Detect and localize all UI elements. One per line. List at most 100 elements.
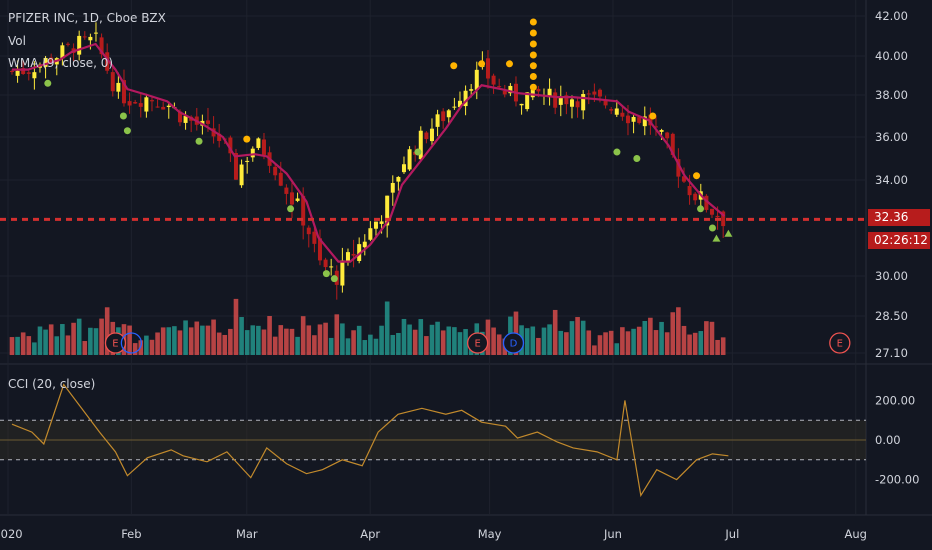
volume-bar [20, 332, 26, 355]
volume-bar [620, 327, 625, 355]
candle-body [721, 211, 726, 227]
cci-tick-label: 200.00 [875, 393, 915, 407]
candle-body [536, 88, 541, 92]
candle-body [681, 176, 686, 182]
volume-bar [530, 326, 536, 355]
wma-legend[interactable]: WMA (9, close, 0) [8, 56, 114, 70]
volume-bar [653, 330, 659, 355]
volume-bar [631, 328, 636, 355]
candle-body [575, 101, 580, 108]
volume-bar [328, 337, 334, 355]
cci-legend[interactable]: CCI (20, close) [8, 377, 96, 391]
volume-bar [491, 327, 496, 355]
countdown-badge: 02:26:12 [868, 232, 930, 249]
grid [0, 0, 866, 515]
volume-bar [412, 329, 418, 355]
candle-body [345, 252, 350, 263]
volume-bar [575, 317, 580, 355]
volume-bar [289, 328, 295, 355]
candle-body [317, 238, 322, 261]
volume-bar [211, 319, 216, 355]
volume-bar [401, 318, 407, 355]
volume-bar [558, 330, 564, 355]
candle-body [149, 100, 154, 102]
candle-body [233, 153, 238, 180]
candle-body [709, 208, 714, 215]
cci-tick-label: 0.00 [875, 433, 901, 447]
dividend-ring [120, 332, 143, 354]
candle-body [693, 193, 698, 201]
volume-bar [418, 319, 424, 355]
volume-bar [659, 321, 664, 355]
candle-body [340, 260, 345, 286]
buy-signal-dot [119, 112, 127, 120]
volume-bar [306, 325, 312, 355]
volume-bar [384, 301, 390, 355]
candle-body [105, 52, 110, 71]
candle-body [21, 68, 26, 75]
candle-body [250, 148, 255, 158]
cci-axis[interactable]: 200.00 0.00 -200.00 [875, 393, 919, 486]
symbol-legend[interactable]: PFIZER INC, 1D, Cboe BZX [8, 11, 166, 25]
candle-body [390, 182, 395, 193]
candle-body [665, 132, 670, 139]
candle-body [144, 97, 149, 112]
volume-bar [709, 321, 715, 355]
volume-bar [424, 336, 429, 355]
volume-bar [323, 322, 328, 355]
candle-body [508, 85, 513, 94]
candle-body [597, 89, 602, 97]
volume-bar [356, 325, 362, 355]
candle-body [205, 120, 210, 124]
cci-pane [0, 383, 866, 498]
volume-bar [340, 323, 345, 355]
sell-signal-dot [649, 112, 657, 120]
volume-bar [485, 319, 491, 355]
time-axis[interactable]: 2020 Feb Mar Apr May Jun Jul Aug [0, 527, 867, 541]
candle-body [642, 116, 647, 127]
candle-body [161, 106, 166, 110]
volume-bar [15, 336, 20, 355]
candle-body [239, 164, 244, 186]
candle-body [676, 159, 681, 177]
volume-bar [60, 324, 65, 355]
sell-signal-dot [529, 62, 537, 70]
candle-body [88, 36, 93, 41]
candle-body [491, 75, 496, 85]
volume-bar [284, 328, 289, 355]
cci-line [11, 383, 729, 498]
volume-bar [541, 327, 547, 355]
volume-bar [720, 337, 726, 355]
sell-signal-dot [529, 83, 537, 91]
volume-bar [614, 343, 620, 355]
price-tick-label: 30.00 [875, 269, 908, 283]
volume-bar [407, 324, 412, 355]
candle-body [77, 35, 82, 55]
volume-bar [222, 334, 228, 355]
volume-bar [636, 326, 642, 355]
event-circle [104, 332, 127, 354]
candle-body [586, 93, 591, 95]
candle-body [547, 88, 552, 98]
volume-bar [334, 314, 340, 355]
sell-signal-dot [529, 29, 537, 37]
volume-bar [177, 330, 183, 355]
price-axis[interactable]: 42.00 40.00 38.00 36.00 34.00 30.00 28.50 27.10 [875, 9, 908, 360]
volume-bar [37, 326, 43, 355]
volume-bar [267, 316, 272, 355]
volume-bar [127, 325, 132, 355]
volume-bar [216, 332, 222, 355]
vol-legend[interactable]: Vol [8, 34, 26, 48]
candle-body [457, 100, 462, 108]
event-circle [829, 332, 851, 354]
volume-bar [396, 333, 401, 355]
sell-signal-dot [529, 18, 537, 26]
volume-bar [233, 298, 239, 355]
volume-bar [704, 321, 709, 355]
candle-body [155, 106, 160, 108]
candle-body [631, 116, 636, 122]
volume-bar [250, 325, 256, 355]
volume-bar [48, 324, 54, 355]
